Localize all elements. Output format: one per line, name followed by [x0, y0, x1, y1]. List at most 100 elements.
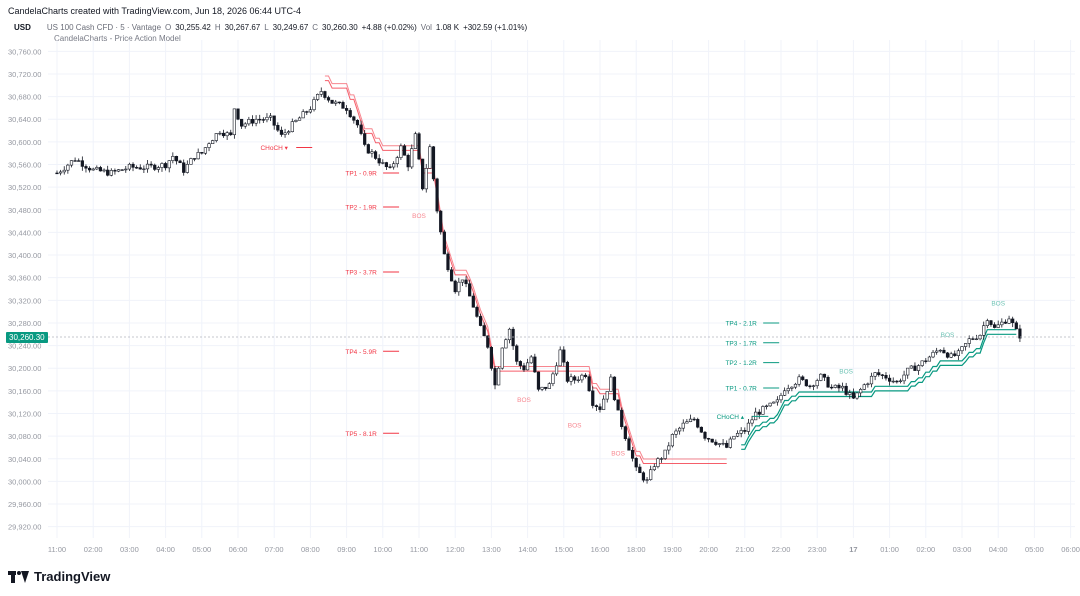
change-value: +4.88 (+0.02%) — [361, 23, 417, 32]
candle-body — [916, 365, 921, 371]
candle-body — [757, 411, 761, 415]
candle-body — [681, 422, 685, 429]
candle-body — [98, 167, 103, 172]
target-label: CHoCH ▴ — [717, 414, 745, 421]
candle-body — [348, 110, 352, 118]
x-tick-label: 20:00 — [699, 545, 718, 554]
x-tick-label: 10:00 — [373, 545, 392, 554]
x-tick-label: 03:00 — [953, 545, 972, 554]
x-tick-label: 04:00 — [989, 545, 1008, 554]
candle-body — [725, 442, 729, 448]
y-axis: 30,760.00 30,720.00 30,680.00 30,640.00 30,6… — [8, 47, 41, 531]
candle-body — [489, 347, 494, 369]
candle-body — [924, 360, 928, 362]
candle-body — [732, 435, 736, 440]
candle-body — [493, 368, 497, 386]
candle-body — [855, 392, 859, 399]
candle-body — [822, 373, 827, 378]
y-tick-label: 30,240.00 — [8, 342, 41, 351]
candle-body — [982, 325, 986, 336]
y-tick-label: 30,080.00 — [8, 432, 41, 441]
candle-body — [312, 99, 316, 111]
candle-body — [638, 466, 642, 474]
candle-body — [522, 365, 526, 371]
candle-body — [801, 376, 805, 380]
candle-body — [381, 162, 385, 164]
candle-body — [196, 152, 200, 160]
candle-body — [518, 361, 522, 366]
x-tick-label: 18:00 — [627, 545, 646, 554]
candle-body — [297, 117, 302, 121]
target-label: TP3 - 3.7R — [345, 270, 377, 277]
y-tick-label: 29,960.00 — [8, 500, 41, 509]
candle-body — [851, 392, 855, 399]
bos-label: BOS — [412, 213, 426, 220]
candle-body — [699, 426, 703, 433]
candle-body — [160, 163, 164, 168]
candle-body — [703, 431, 707, 439]
candle-body — [247, 118, 251, 125]
candle-body — [525, 362, 530, 371]
candle-body — [323, 91, 327, 98]
x-tick-label: 08:00 — [301, 545, 320, 554]
candle-body — [873, 372, 877, 377]
candle-body — [500, 347, 504, 369]
currency-label[interactable]: USD — [14, 23, 31, 32]
y-tick-label: 30,520.00 — [8, 183, 41, 192]
candle-body — [909, 365, 913, 369]
candle-body — [127, 163, 132, 170]
candle-body — [478, 316, 483, 326]
candle-body — [544, 386, 548, 389]
candle-body — [540, 386, 544, 390]
candle-body — [844, 385, 848, 395]
candle-body — [678, 427, 682, 432]
close-label: C — [312, 23, 319, 32]
candle-body — [272, 115, 276, 126]
symbol-name[interactable]: US 100 Cash CFD · 5 · Vantage — [46, 23, 162, 32]
y-tick-label: 30,760.00 — [8, 47, 41, 56]
chart-grid — [48, 40, 1075, 538]
candle-body — [265, 116, 269, 121]
bos-label: BOS — [568, 422, 582, 429]
candle-body — [692, 418, 696, 421]
candle-body — [431, 146, 436, 180]
candle-body — [279, 129, 284, 135]
candle-body — [413, 133, 417, 149]
candle-body — [178, 160, 182, 164]
y-tick-label: 30,720.00 — [8, 70, 41, 79]
candle-body — [482, 325, 486, 337]
open-label: O — [165, 23, 172, 32]
price-chart[interactable]: 30,760.00 30,720.00 30,680.00 30,640.00 30,6… — [0, 0, 1080, 560]
candle-body — [649, 469, 653, 480]
candle-body — [341, 102, 345, 109]
candle-body — [504, 339, 508, 349]
candle-body — [334, 101, 338, 104]
x-tick-label: 17 — [849, 545, 857, 554]
candle-body — [352, 116, 356, 121]
candle-body — [594, 405, 598, 408]
y-tick-label: 30,280.00 — [8, 319, 41, 328]
candle-body — [207, 143, 211, 148]
x-tick-label: 09:00 — [337, 545, 356, 554]
indicator-title[interactable]: CandelaCharts - Price Action Model — [54, 34, 181, 43]
candle-body — [761, 406, 765, 415]
x-tick-label: 22:00 — [772, 545, 791, 554]
candle-body — [77, 160, 81, 162]
candle-body — [848, 392, 852, 395]
candle-body — [913, 365, 917, 371]
candle-body — [471, 295, 475, 308]
candle-body — [583, 374, 588, 377]
candle-body — [826, 376, 830, 388]
candle-body — [439, 210, 443, 233]
candle-body — [667, 445, 671, 451]
bos-label: BOS — [839, 369, 853, 376]
candle-body — [569, 376, 573, 382]
candle-body — [475, 306, 479, 317]
tradingview-footer[interactable]: TradingView — [8, 569, 110, 584]
candle-body — [815, 380, 819, 387]
candle-body — [877, 372, 881, 376]
candle-body — [384, 162, 389, 168]
candle-body — [811, 385, 816, 387]
candle-body — [623, 426, 627, 440]
candle-body — [819, 373, 823, 381]
